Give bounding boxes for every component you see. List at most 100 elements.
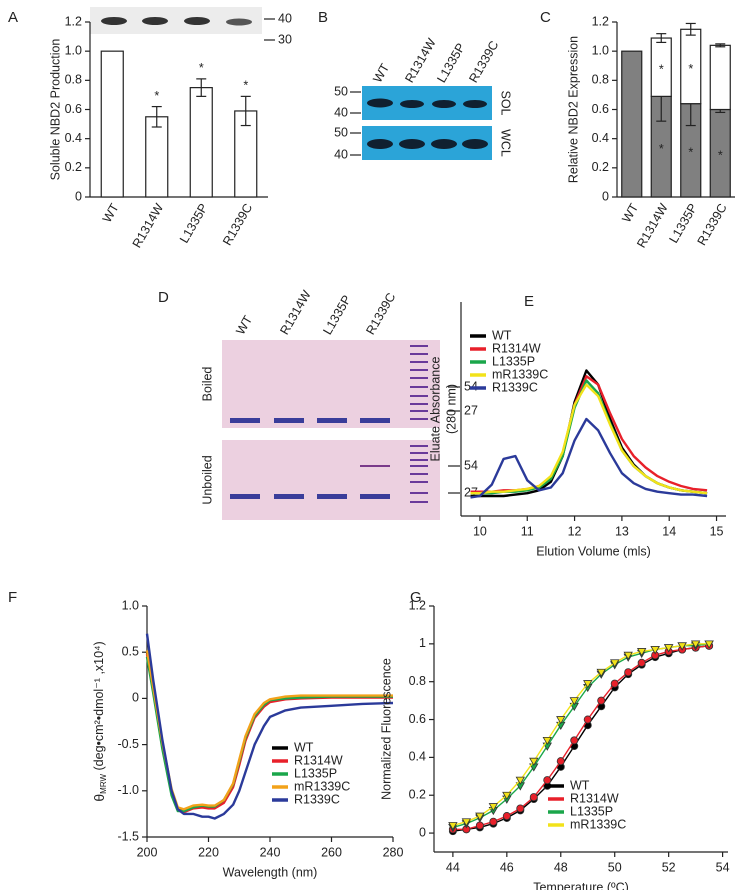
significance: * <box>659 63 664 77</box>
x-tick-label: 220 <box>198 845 219 859</box>
marker-label: 30 <box>278 32 292 46</box>
point <box>610 659 620 668</box>
significance: * <box>688 146 693 160</box>
marker-label: 54 <box>464 458 478 472</box>
point <box>650 646 660 655</box>
y-label-subscript: MRW <box>99 774 108 794</box>
error-bar <box>685 22 696 36</box>
point <box>475 821 484 830</box>
y-tick-label: 0 <box>75 189 82 203</box>
y-tick-label: 0.2 <box>65 160 82 174</box>
gel-background <box>222 440 440 520</box>
legend-label: L1335P <box>294 766 337 780</box>
point <box>529 757 539 766</box>
series-line <box>145 650 393 811</box>
marker-label: 50 <box>334 125 348 139</box>
x-tick-label: R1314W <box>130 201 167 250</box>
band <box>274 418 304 423</box>
band <box>367 98 393 108</box>
point <box>637 658 646 667</box>
bar <box>189 87 213 198</box>
blot-label: SOL <box>499 90 513 115</box>
marker-label: 40 <box>334 147 348 161</box>
y-tick-label: 1.2 <box>409 598 426 612</box>
point <box>663 644 674 653</box>
y-tick-label: 1.0 <box>122 598 139 612</box>
lane-label: WT <box>233 313 255 337</box>
significance: * <box>688 62 693 76</box>
y-tick-label: -0.5 <box>117 737 139 751</box>
legend-label: L1335P <box>570 804 613 818</box>
legend-label: mR1339C <box>570 817 626 831</box>
band <box>274 494 304 499</box>
point <box>624 668 633 677</box>
band <box>400 100 424 108</box>
marker-label: 27 <box>464 403 478 417</box>
legend-label: WT <box>294 740 314 754</box>
panel-label: E <box>524 293 534 310</box>
x-tick-label: 10 <box>473 524 487 538</box>
y-tick-label: 0.8 <box>592 73 609 87</box>
x-tick-label: 54 <box>716 860 730 874</box>
x-tick-label: 11 <box>521 524 534 538</box>
point <box>542 736 552 746</box>
y-tick-label: 0.4 <box>592 131 609 145</box>
significance: * <box>154 89 159 103</box>
ladder <box>410 345 428 503</box>
band <box>142 17 168 25</box>
legend-label: mR1339C <box>492 367 548 381</box>
panel-label: D <box>158 289 169 306</box>
y-tick-label: 0.6 <box>592 102 609 116</box>
significance: * <box>659 142 664 156</box>
x-tick-label: 50 <box>608 860 622 874</box>
significance: * <box>718 149 723 163</box>
point <box>636 648 647 657</box>
y-axis-label: θMRW (deg•cm²•dmol⁻¹ ,x10⁴) <box>91 641 108 801</box>
band <box>399 139 425 149</box>
band <box>184 17 210 25</box>
series-line <box>145 633 394 820</box>
y-tick-label: 1.2 <box>592 14 609 28</box>
gel-bands <box>230 418 390 499</box>
point <box>556 716 566 725</box>
x-tick-label: WT <box>100 201 122 225</box>
point <box>516 804 525 813</box>
x-tick-label: 44 <box>446 860 460 874</box>
legend-label: WT <box>570 778 590 792</box>
y-tick-label: 0.4 <box>409 750 426 764</box>
x-tick-label: 46 <box>500 860 514 874</box>
point <box>704 640 714 649</box>
lane-label: R1339C <box>363 290 398 337</box>
x-axis-label: Elution Volume (mls) <box>536 544 651 558</box>
y-tick-label: 0.5 <box>122 644 139 658</box>
y-tick-label: 0 <box>132 691 139 705</box>
point <box>515 776 526 785</box>
y-tick-label: 1 <box>419 636 426 650</box>
gel-label: Boiled <box>200 367 214 402</box>
x-tick-label: 260 <box>321 845 342 859</box>
legend-label: R1314W <box>294 753 343 767</box>
point <box>488 803 499 812</box>
x-tick-label: 13 <box>615 524 629 538</box>
legend-label: R1314W <box>570 791 619 805</box>
y-tick-label: 1.0 <box>65 43 82 57</box>
point <box>583 715 592 724</box>
bar <box>100 50 124 198</box>
error-bar <box>656 33 667 44</box>
bar-segment <box>621 50 643 198</box>
panel-label: F <box>8 589 17 606</box>
y-tick-label: 0.2 <box>409 788 426 802</box>
y-axis-label: (280 nm) <box>444 384 458 434</box>
legend-label: R1314W <box>492 341 541 355</box>
y-axis-label: Soluble NBD2 Production <box>48 39 62 181</box>
point <box>543 776 552 785</box>
point <box>461 818 472 827</box>
panel-label: A <box>8 9 18 26</box>
marker-label: 40 <box>278 11 292 25</box>
y-tick-label: -1.0 <box>117 783 139 797</box>
point <box>623 651 633 661</box>
y-axis-label: Relative NBD2 Expression <box>566 36 580 183</box>
x-tick-label: 48 <box>554 860 568 874</box>
x-axis-label: Wavelength (nm) <box>223 865 318 879</box>
